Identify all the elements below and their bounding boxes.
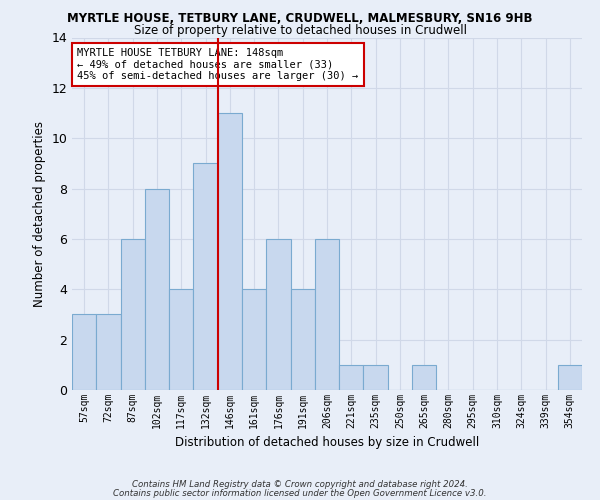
Y-axis label: Number of detached properties: Number of detached properties (33, 120, 46, 306)
Text: Size of property relative to detached houses in Crudwell: Size of property relative to detached ho… (133, 24, 467, 37)
Text: MYRTLE HOUSE TETBURY LANE: 148sqm
← 49% of detached houses are smaller (33)
45% : MYRTLE HOUSE TETBURY LANE: 148sqm ← 49% … (77, 48, 358, 82)
Bar (558, 365, 582, 390)
Bar (193, 164, 218, 390)
Bar (72, 314, 96, 390)
Bar (315, 239, 339, 390)
Bar (121, 239, 145, 390)
Bar (145, 188, 169, 390)
Bar (412, 365, 436, 390)
Bar (339, 365, 364, 390)
Bar (266, 239, 290, 390)
X-axis label: Distribution of detached houses by size in Crudwell: Distribution of detached houses by size … (175, 436, 479, 450)
Bar (169, 290, 193, 390)
Bar (218, 113, 242, 390)
Bar (290, 290, 315, 390)
Bar (364, 365, 388, 390)
Bar (96, 314, 121, 390)
Bar (242, 290, 266, 390)
Text: Contains public sector information licensed under the Open Government Licence v3: Contains public sector information licen… (113, 489, 487, 498)
Text: MYRTLE HOUSE, TETBURY LANE, CRUDWELL, MALMESBURY, SN16 9HB: MYRTLE HOUSE, TETBURY LANE, CRUDWELL, MA… (67, 12, 533, 26)
Text: Contains HM Land Registry data © Crown copyright and database right 2024.: Contains HM Land Registry data © Crown c… (132, 480, 468, 489)
